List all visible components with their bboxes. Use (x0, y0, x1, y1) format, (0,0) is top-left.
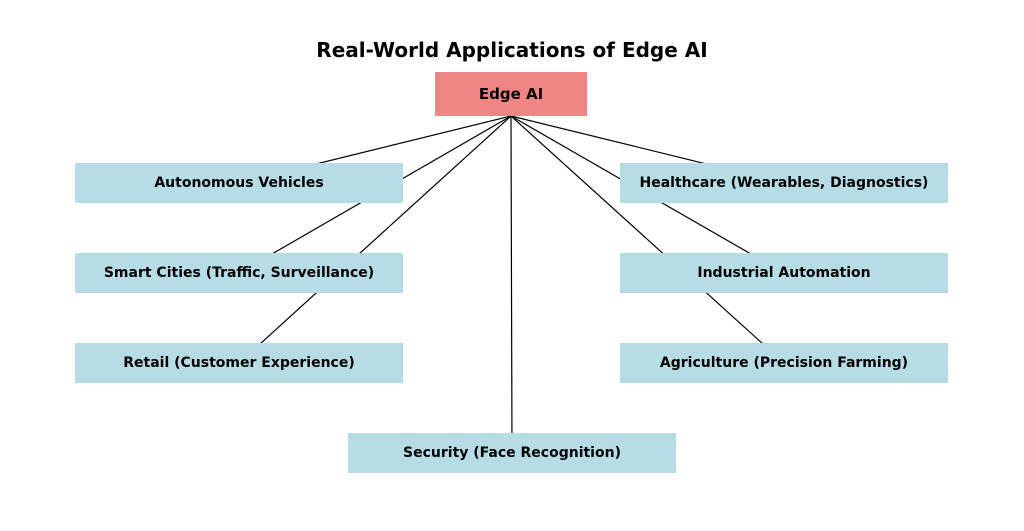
leaf-node-healthcare: Healthcare (Wearables, Diagnostics) (620, 163, 948, 203)
leaf-node-label: Agriculture (Precision Farming) (660, 355, 908, 371)
edge-agriculture (511, 116, 784, 363)
root-node: Edge AI (435, 72, 587, 116)
leaf-node-label: Industrial Automation (697, 265, 870, 281)
leaf-node-security: Security (Face Recognition) (348, 433, 676, 473)
leaf-node-label: Autonomous Vehicles (154, 175, 323, 191)
root-node-label: Edge AI (479, 85, 543, 103)
leaf-node-autonomous-vehicles: Autonomous Vehicles (75, 163, 403, 203)
leaf-node-smart-cities: Smart Cities (Traffic, Surveillance) (75, 253, 403, 293)
leaf-node-label: Retail (Customer Experience) (123, 355, 355, 371)
leaf-node-retail: Retail (Customer Experience) (75, 343, 403, 383)
diagram-title: Real-World Applications of Edge AI (0, 38, 1024, 62)
leaf-node-label: Smart Cities (Traffic, Surveillance) (104, 265, 374, 281)
leaf-node-agriculture: Agriculture (Precision Farming) (620, 343, 948, 383)
leaf-node-label: Security (Face Recognition) (403, 445, 621, 461)
diagram-canvas: Real-World Applications of Edge AI Edge … (0, 0, 1024, 531)
leaf-node-label: Healthcare (Wearables, Diagnostics) (640, 175, 929, 191)
edge-security (511, 116, 512, 453)
edge-retail (239, 116, 511, 363)
leaf-node-industrial-automation: Industrial Automation (620, 253, 948, 293)
